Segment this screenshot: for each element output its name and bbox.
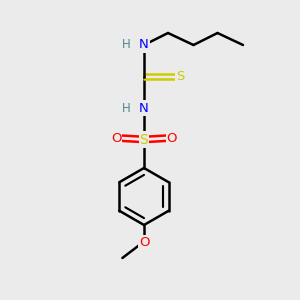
Text: S: S [140, 133, 148, 146]
Text: O: O [167, 131, 177, 145]
Text: S: S [176, 70, 184, 83]
Text: N: N [139, 38, 149, 52]
Text: H: H [122, 38, 130, 52]
Text: N: N [139, 101, 149, 115]
Text: O: O [139, 236, 149, 249]
Text: O: O [111, 131, 121, 145]
Text: H: H [122, 101, 130, 115]
